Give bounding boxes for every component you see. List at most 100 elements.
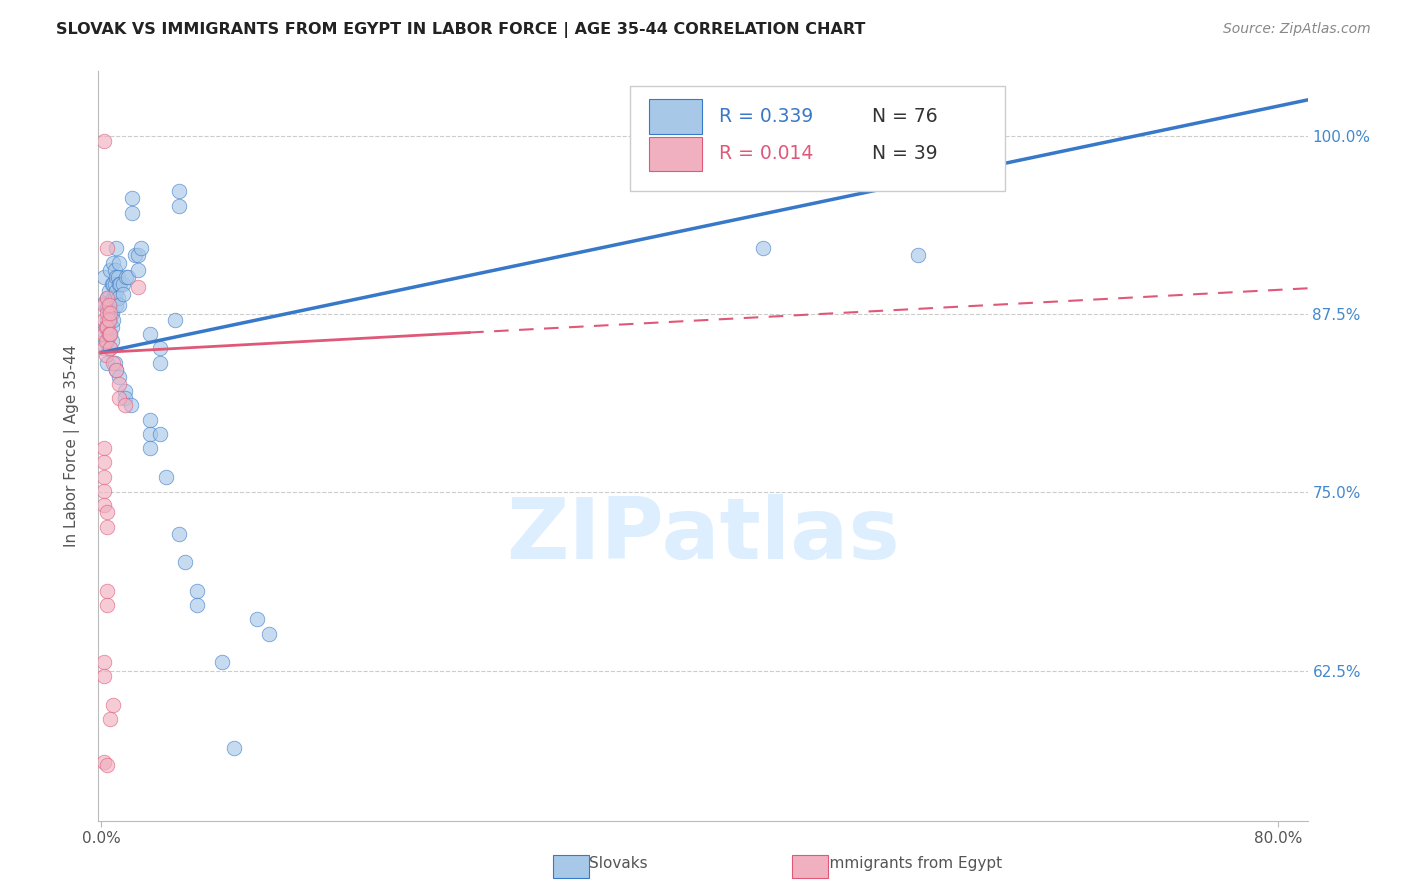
Point (139, 441, 162, 455)
Point (907, 248, 929, 262)
Point (163, 312, 186, 326)
Point (104, 291, 127, 305)
Point (149, 355, 172, 369)
Point (139, 326, 162, 341)
Point (155, 469, 177, 483)
Point (98, 712, 121, 726)
Point (211, 655, 233, 669)
Point (98, 326, 121, 341)
Point (94, 319, 117, 334)
Point (98, 312, 121, 326)
Point (127, 280, 149, 294)
Text: N = 39: N = 39 (872, 145, 938, 163)
Point (101, 255, 124, 269)
Point (94, 334, 117, 348)
Point (186, 583, 208, 598)
FancyBboxPatch shape (630, 87, 1005, 191)
Text: ZIPatlas: ZIPatlas (506, 494, 900, 577)
Point (174, 555, 197, 569)
Point (93, 338, 115, 352)
Point (108, 391, 131, 405)
Point (101, 698, 124, 712)
Point (93, 483, 115, 498)
Point (98, 298, 121, 312)
Point (93, 341, 115, 355)
Point (97, 326, 120, 341)
Point (96, 598, 118, 612)
Point (97, 298, 120, 312)
Point (96, 291, 118, 305)
Point (129, 241, 152, 255)
Point (93, 498, 115, 512)
Point (96, 519, 118, 533)
Point (105, 362, 128, 376)
Point (93, 326, 115, 341)
Point (100, 334, 122, 348)
Point (117, 269, 139, 284)
Text: R = 0.014: R = 0.014 (718, 145, 813, 163)
Point (104, 277, 127, 291)
Point (115, 269, 138, 284)
Point (186, 598, 208, 612)
Point (127, 248, 149, 262)
Point (93, 669, 115, 683)
Point (114, 384, 136, 398)
FancyBboxPatch shape (648, 136, 702, 171)
Point (139, 426, 162, 441)
Point (139, 412, 162, 426)
Text: Source: ZipAtlas.com: Source: ZipAtlas.com (1223, 22, 1371, 37)
Point (105, 241, 128, 255)
Point (93, 655, 115, 669)
Point (112, 277, 135, 291)
Point (112, 287, 135, 301)
Point (97, 326, 120, 341)
Point (96, 301, 118, 316)
FancyBboxPatch shape (648, 99, 702, 134)
Point (96, 758, 118, 772)
Y-axis label: In Labor Force | Age 35-44: In Labor Force | Age 35-44 (63, 345, 80, 547)
Point (98, 341, 121, 355)
Point (110, 277, 132, 291)
Point (96, 583, 118, 598)
Point (124, 248, 146, 262)
Point (96, 319, 118, 334)
Point (93, 134, 115, 148)
Point (104, 262, 127, 277)
Point (97, 312, 120, 326)
Point (100, 319, 122, 334)
Point (114, 391, 136, 405)
Point (121, 205, 143, 219)
Point (169, 526, 191, 541)
Point (966, 141, 988, 155)
Point (100, 305, 122, 319)
Point (97, 284, 120, 298)
Point (96, 305, 118, 319)
Point (93, 269, 115, 284)
Point (93, 298, 115, 312)
Point (104, 355, 127, 369)
Point (257, 626, 280, 640)
Point (149, 341, 172, 355)
Point (93, 295, 115, 310)
Text: R = 0.339: R = 0.339 (718, 107, 813, 126)
Point (105, 269, 128, 284)
Point (98, 262, 121, 277)
Point (98, 305, 121, 319)
Point (98, 341, 121, 355)
Point (169, 198, 191, 212)
Point (752, 241, 775, 255)
Point (93, 755, 115, 769)
Point (120, 398, 142, 412)
Point (108, 277, 131, 291)
Point (96, 355, 118, 369)
Point (93, 324, 115, 338)
Point (105, 284, 128, 298)
Text: SLOVAK VS IMMIGRANTS FROM EGYPT IN LABOR FORCE | AGE 35-44 CORRELATION CHART: SLOVAK VS IMMIGRANTS FROM EGYPT IN LABOR… (56, 22, 866, 38)
Point (96, 334, 118, 348)
Point (93, 469, 115, 483)
Text: Slovaks: Slovaks (589, 856, 648, 871)
Point (107, 291, 129, 305)
Point (222, 740, 245, 755)
Point (105, 298, 128, 312)
Point (93, 312, 115, 326)
